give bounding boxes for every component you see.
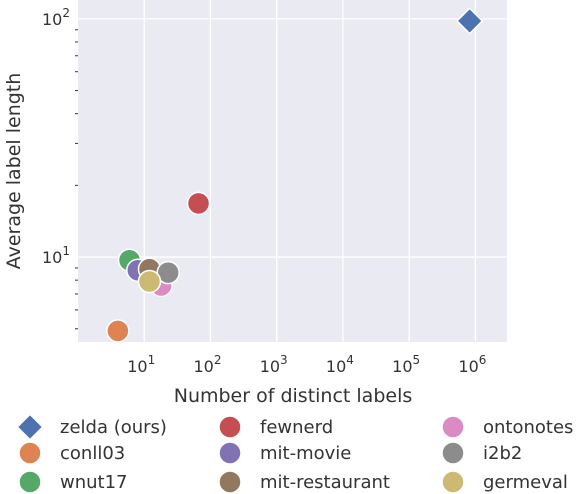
legend-marker xyxy=(441,441,465,465)
x-tick-label: 101 xyxy=(127,353,155,376)
legend-marker xyxy=(218,441,242,465)
x-axis-title: Number of distinct labels xyxy=(174,385,413,407)
y-tick-labels: 101 102 xyxy=(42,6,70,267)
legend-marker xyxy=(441,470,465,494)
grid-lines xyxy=(78,0,507,342)
legend-marker xyxy=(16,413,44,441)
legend-label: zelda (ours) xyxy=(60,417,167,438)
data-point-germeval xyxy=(137,269,162,294)
legend-label: i2b2 xyxy=(483,443,522,464)
minor-ticks xyxy=(75,29,78,330)
data-point-zelda-ours xyxy=(455,7,484,35)
y-tick-label: 102 xyxy=(42,6,70,29)
legend-label: ontonotes xyxy=(483,417,573,438)
legend-label: mit-movie xyxy=(260,443,351,464)
legend-label: mit-restaurant xyxy=(260,472,390,493)
legend-marker xyxy=(18,470,42,494)
data-points xyxy=(106,7,484,343)
legend-marker xyxy=(18,441,42,465)
x-tick-label: 102 xyxy=(193,353,221,376)
legend-label: conll03 xyxy=(60,443,125,464)
x-tick-label: 105 xyxy=(392,353,420,376)
legend-label: wnut17 xyxy=(60,472,128,493)
legend: zelda (ours) conll03 wnut17 fewnerd mit-movi… xyxy=(16,413,573,494)
x-tick-label: 103 xyxy=(260,353,288,376)
data-point-conll03 xyxy=(106,319,130,343)
legend-marker xyxy=(441,415,465,439)
data-point-fewnerd xyxy=(186,191,211,216)
y-axis-title: Average label length xyxy=(3,73,25,270)
y-tick-label: 101 xyxy=(42,244,70,267)
x-tick-labels: 101 102 103 104 105 106 xyxy=(127,353,486,376)
legend-label: germeval xyxy=(483,472,568,493)
legend-marker xyxy=(218,415,242,439)
x-tick-label: 104 xyxy=(326,353,354,376)
x-tick-label: 106 xyxy=(458,353,486,376)
legend-marker xyxy=(218,470,242,494)
legend-label: fewnerd xyxy=(260,417,333,438)
